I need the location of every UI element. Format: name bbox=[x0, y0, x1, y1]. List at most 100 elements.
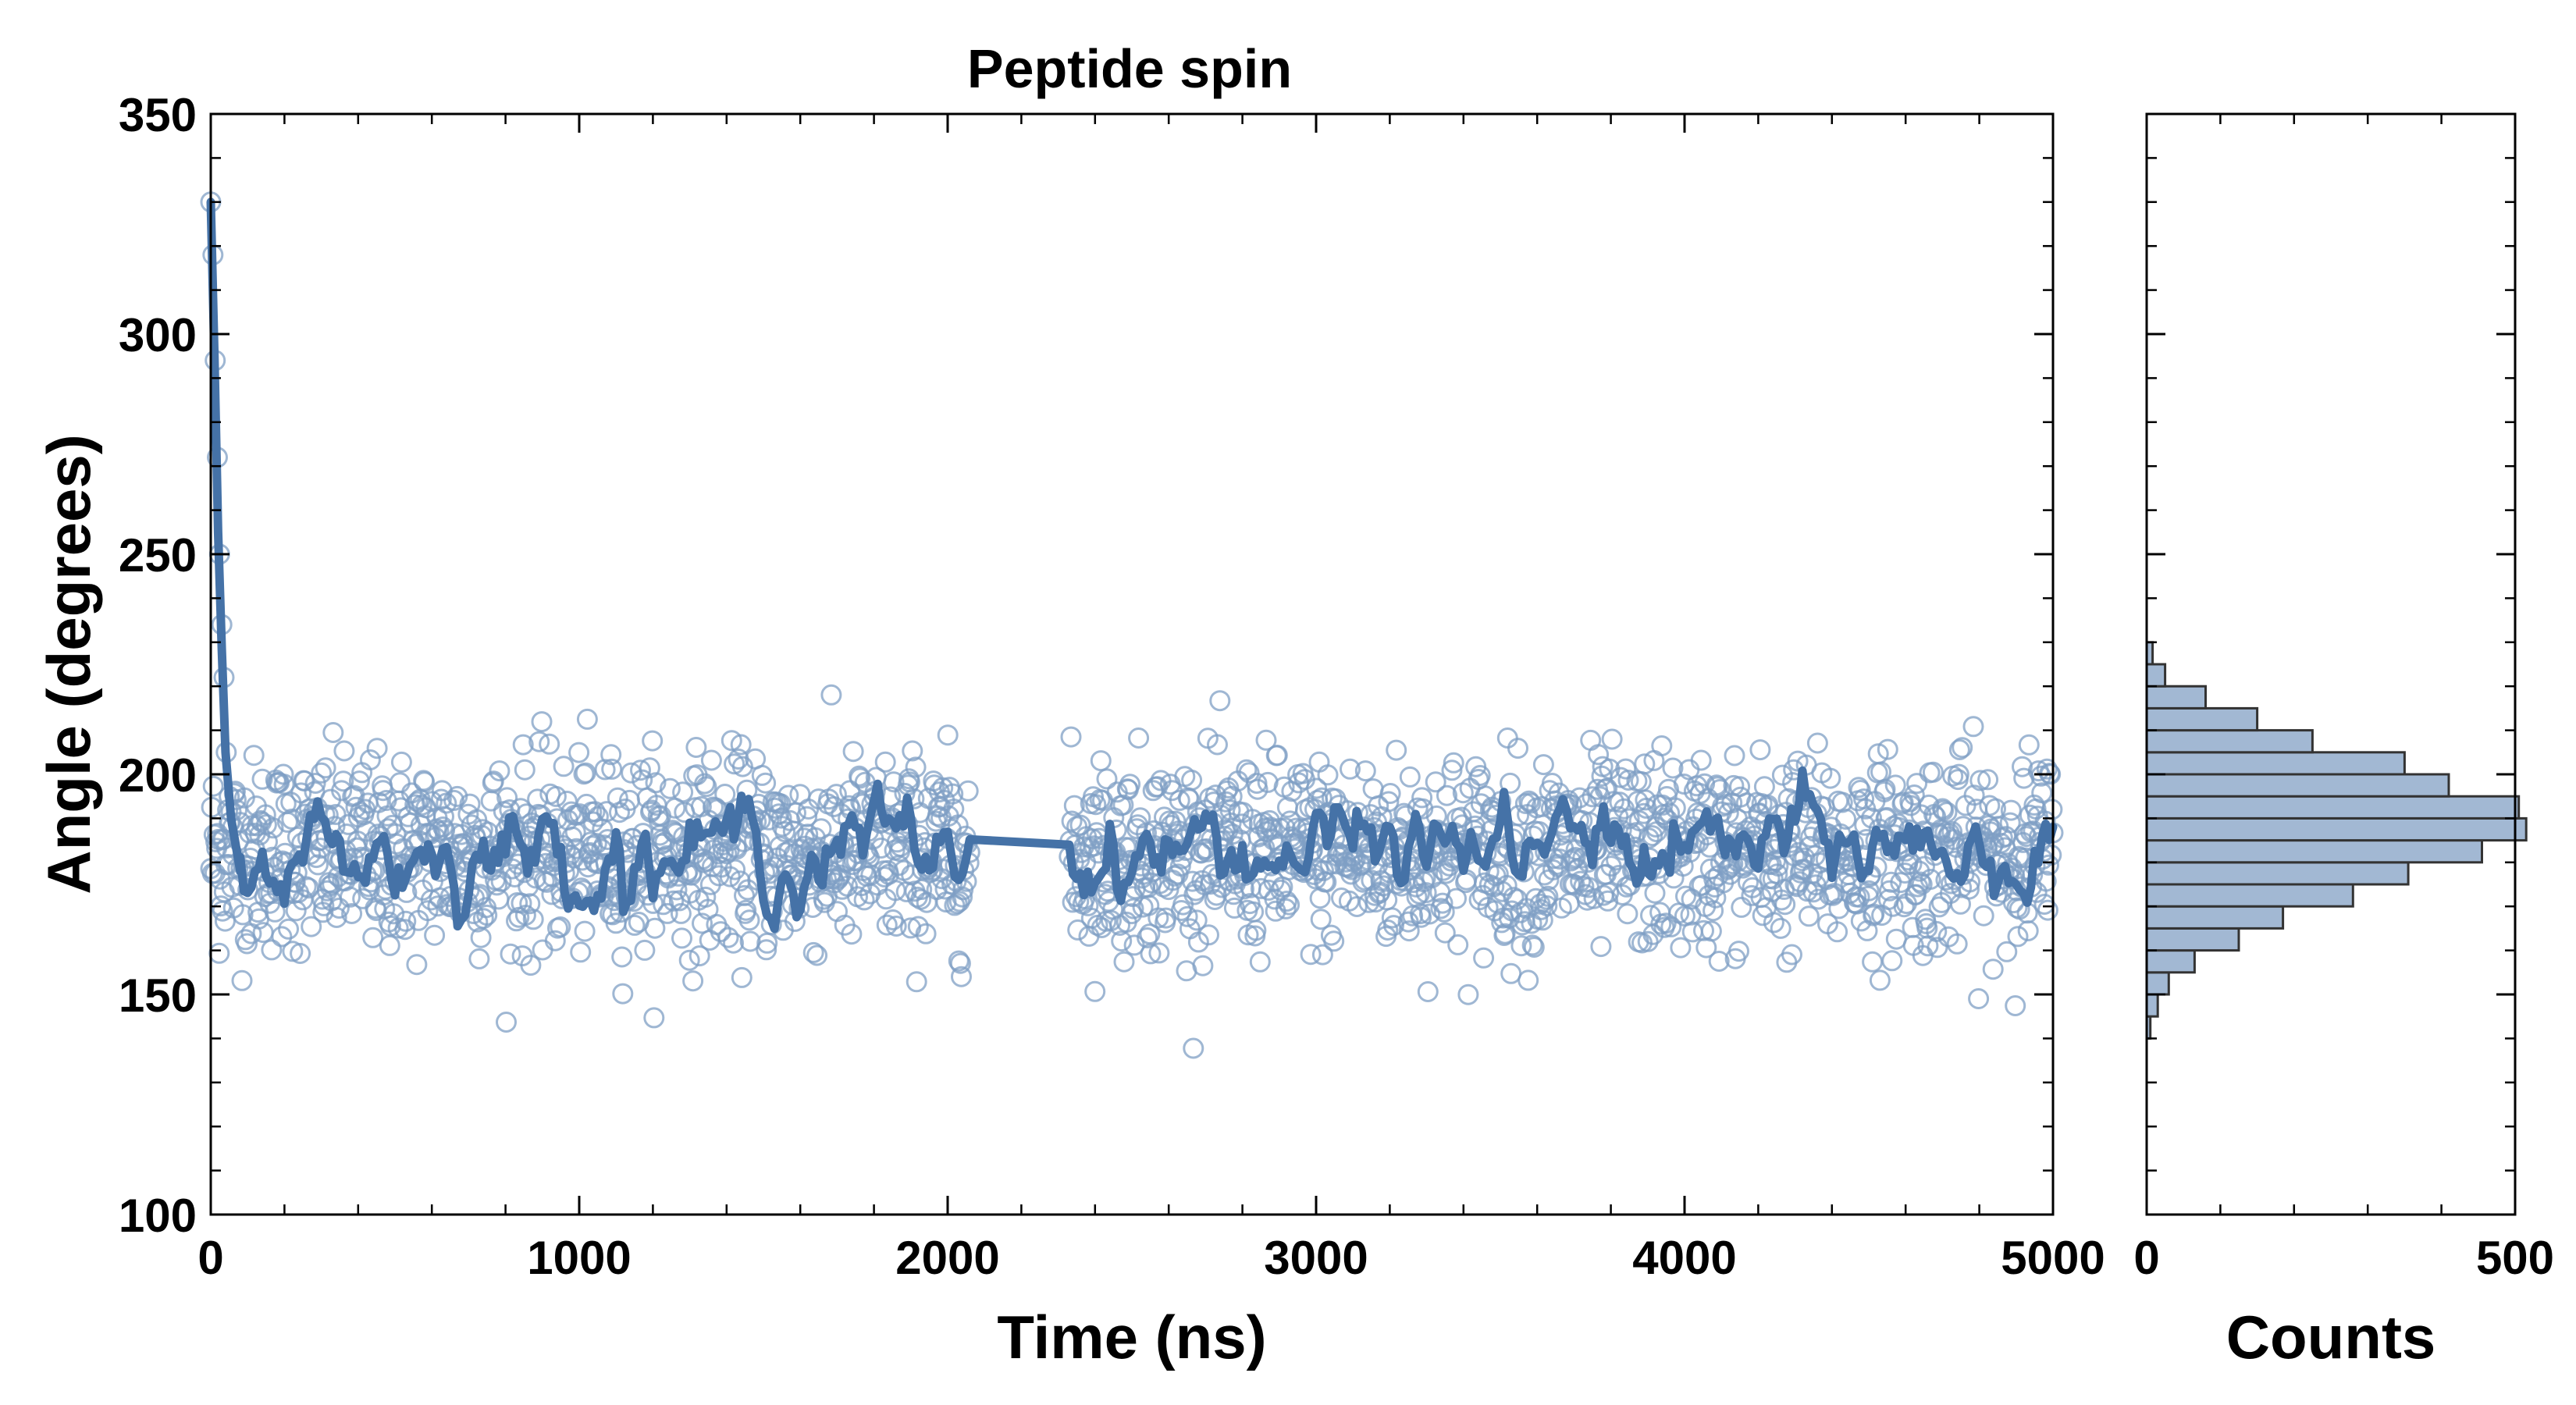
scatter-point bbox=[1300, 944, 1322, 966]
scatter-point bbox=[1379, 783, 1401, 804]
scatter-point bbox=[642, 730, 664, 752]
scatter-point bbox=[1186, 909, 1208, 931]
scatter-point bbox=[389, 772, 411, 794]
scatter-point bbox=[1192, 955, 1214, 976]
scatter-point bbox=[1926, 920, 1948, 942]
scatter-point bbox=[531, 711, 553, 733]
scatter-point bbox=[1601, 728, 1623, 750]
scatter-point bbox=[952, 886, 973, 908]
scatter-point bbox=[311, 762, 333, 784]
scatter-point bbox=[923, 774, 945, 796]
scatter-point bbox=[1869, 969, 1891, 991]
scatter-point bbox=[301, 916, 322, 937]
scatter-point bbox=[1084, 980, 1106, 1002]
scatter-point bbox=[2017, 920, 2039, 941]
scatter-point bbox=[1096, 768, 1118, 790]
scatter-point bbox=[738, 909, 760, 931]
scatter-point bbox=[1433, 901, 1455, 923]
scatter-point bbox=[1500, 772, 1521, 794]
scatter-point bbox=[1148, 942, 1170, 964]
scatter-point bbox=[1530, 898, 1552, 920]
scatter-point bbox=[1597, 890, 1619, 912]
scatter-point bbox=[550, 916, 571, 937]
scatter-point bbox=[770, 807, 792, 829]
scatter-point bbox=[1948, 739, 1970, 760]
scatter-point bbox=[2035, 870, 2057, 892]
scatter-point bbox=[285, 900, 307, 922]
scatter-point bbox=[906, 971, 927, 993]
scatter-point bbox=[257, 831, 278, 852]
scatter-point bbox=[876, 914, 898, 936]
scatter-point bbox=[1893, 896, 1915, 918]
scatter-point bbox=[519, 893, 541, 915]
scatter-point bbox=[1340, 758, 1361, 780]
scatter-point bbox=[1249, 951, 1271, 973]
scatter-point bbox=[1835, 809, 1857, 830]
main-plot: 0 1000 2000 3000 4000 5000100150200250300350 … bbox=[34, 89, 2105, 1371]
histogram-bar bbox=[2145, 795, 2521, 820]
x-tick-label: 1000 bbox=[527, 1232, 631, 1284]
scatter-point bbox=[1781, 944, 1802, 966]
histogram-bar bbox=[2145, 839, 2483, 864]
histogram-bars bbox=[2145, 641, 2528, 1040]
x-axis-label: Time (ns) bbox=[997, 1303, 1266, 1371]
scatter-point bbox=[692, 912, 713, 934]
scatter-point bbox=[525, 867, 546, 889]
scatter-point bbox=[1381, 907, 1403, 929]
scatter-point bbox=[1378, 791, 1400, 813]
histogram-bar bbox=[2145, 993, 2159, 1018]
x-tick-label: 2000 bbox=[895, 1232, 999, 1284]
scatter-point bbox=[1590, 936, 1612, 958]
histogram-bar bbox=[2145, 883, 2354, 908]
scatter-point bbox=[496, 787, 518, 809]
scatter-point bbox=[585, 833, 607, 855]
histogram-bar bbox=[2145, 816, 2528, 842]
scatter-point bbox=[571, 877, 592, 899]
scatter-point bbox=[1693, 919, 1714, 941]
scatter-point bbox=[777, 784, 799, 806]
scatter-point bbox=[656, 902, 678, 924]
scatter-point bbox=[948, 950, 970, 972]
scatter-point bbox=[1882, 895, 1904, 917]
hist-x-tick-label: 0 bbox=[2133, 1232, 2159, 1284]
scatter-point bbox=[476, 904, 498, 926]
scatter-point bbox=[1848, 777, 1870, 799]
scatter-point bbox=[1279, 894, 1300, 916]
scatter-point bbox=[2007, 926, 2029, 948]
scatter-point bbox=[1634, 753, 1656, 775]
scatter-point bbox=[1368, 795, 1389, 816]
scatter-point bbox=[1517, 969, 1539, 991]
scatter-point bbox=[659, 777, 681, 799]
scatter-point bbox=[561, 826, 583, 848]
scatter-point bbox=[1207, 734, 1228, 756]
scatter-point bbox=[612, 983, 634, 1005]
scatter-point bbox=[1770, 889, 1792, 911]
scatter-point bbox=[1523, 937, 1545, 958]
running-average-line bbox=[206, 197, 2058, 934]
scatter-point bbox=[333, 770, 354, 792]
scatter-point bbox=[1457, 984, 1479, 1005]
scatter-point bbox=[331, 780, 353, 802]
scatter-point bbox=[1275, 898, 1297, 919]
scatter-point bbox=[932, 777, 954, 799]
scatter-point bbox=[947, 814, 969, 836]
scatter-point bbox=[1128, 727, 1150, 749]
scatter-point bbox=[231, 969, 253, 991]
scatter-point bbox=[1770, 917, 1791, 939]
histogram-bar bbox=[2145, 663, 2167, 688]
scatter-point bbox=[576, 708, 598, 730]
scatter-point bbox=[322, 722, 344, 743]
scatter-point bbox=[1617, 903, 1638, 925]
scatter-point bbox=[482, 770, 504, 792]
histogram-bar bbox=[2145, 729, 2314, 754]
scatter-point bbox=[1276, 891, 1297, 912]
scatter-point bbox=[607, 787, 628, 809]
scatter-point bbox=[634, 939, 656, 961]
scatter-point bbox=[820, 684, 842, 706]
scatter-point bbox=[565, 838, 587, 859]
scatter-point bbox=[1447, 934, 1469, 955]
scatter-point bbox=[304, 773, 326, 794]
scatter-point bbox=[2000, 799, 2022, 821]
scatter-point bbox=[1928, 896, 1950, 918]
scatter-point bbox=[645, 772, 667, 794]
